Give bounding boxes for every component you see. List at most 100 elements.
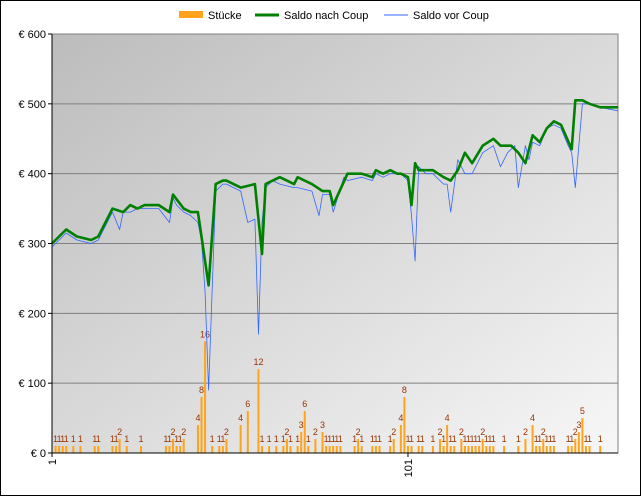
stuecke-bar [125, 446, 128, 453]
stuecke-bar [332, 446, 335, 453]
stuecke-label: 5 [580, 406, 585, 416]
stuecke-bar [275, 446, 278, 453]
stuecke-bar [471, 446, 474, 453]
stuecke-bar [399, 425, 402, 453]
stuecke-bar [588, 446, 591, 453]
stuecke-label: 2 [459, 427, 464, 437]
stuecke-bar [488, 446, 491, 453]
stuecke-label: 4 [238, 413, 243, 423]
stuecke-bar [389, 446, 392, 453]
stuecke-label: 2 [284, 427, 289, 437]
stuecke-label: 1 [416, 434, 421, 444]
series-lines [51, 99, 619, 391]
legend-label: Saldo vor Coup [413, 10, 489, 22]
stuecke-bar [300, 432, 303, 453]
stuecke-bar [261, 446, 264, 453]
y-tick-label: € 300 [18, 239, 46, 251]
stuecke-label: 1 [583, 434, 588, 444]
stuecke-label: 4 [398, 413, 403, 423]
stuecke-label: 1 [281, 434, 286, 444]
stuecke-bar [93, 446, 96, 453]
stuecke-label: 8 [402, 385, 407, 395]
legend-label: Stücke [208, 10, 242, 22]
stuecke-label: 1 [409, 434, 414, 444]
stuecke-bar [503, 446, 506, 453]
stuecke-label: 1 [267, 434, 272, 444]
stuecke-bar [65, 446, 68, 453]
stuecke-label: 1 [470, 434, 475, 444]
y-axis: € 0 € 100 € 200 € 300 € 400 € 500 € 600 [18, 29, 53, 460]
stuecke-bar [417, 446, 420, 453]
stuecke-label: 1 [178, 434, 183, 444]
stuecke-label: 1 [110, 434, 115, 444]
stuecke-bar [481, 439, 484, 453]
stuecke-bar [239, 425, 242, 453]
stuecke-bar [285, 439, 288, 453]
stuecke-label: 2 [541, 427, 546, 437]
stuecke-bar [421, 446, 424, 453]
stuecke-label: 1 [441, 434, 446, 444]
stuecke-label: 1 [96, 434, 101, 444]
x-axis: 1 101 [47, 452, 618, 477]
stuecke-label: 1 [502, 434, 507, 444]
stuecke-bar [431, 446, 434, 453]
stuecke-label: 8 [199, 385, 204, 395]
y-tick-label: € 200 [18, 308, 46, 320]
stuecke-label: 1 [327, 434, 332, 444]
stuecke-label: 1 [370, 434, 375, 444]
x-tick-label: 1 [47, 459, 59, 465]
stuecke-label: 1 [462, 434, 467, 444]
stuecke-label: 2 [356, 427, 361, 437]
stuecke-bar [570, 446, 573, 453]
stuecke-label: 1 [295, 434, 300, 444]
stuecke-bar [204, 341, 207, 453]
stuecke-label: 2 [117, 427, 122, 437]
y-tick-label: € 0 [31, 448, 46, 460]
stuecke-bar [246, 411, 249, 453]
stuecke-label: 1 [174, 434, 179, 444]
stuecke-bar [545, 446, 548, 453]
stuecke-label: 2 [224, 427, 229, 437]
x-tick-label: 101 [403, 459, 415, 477]
y-tick-label: € 100 [18, 378, 46, 390]
stuecke-bar [403, 397, 406, 453]
stuecke-label: 1 [487, 434, 492, 444]
stuecke-bar [378, 446, 381, 453]
stuecke-label: 1 [260, 434, 265, 444]
stuecke-bar [552, 446, 555, 453]
stuecke-bar [406, 446, 409, 453]
stuecke-bar [542, 439, 545, 453]
stuecke-label: 1 [534, 434, 539, 444]
stuecke-label: 1 [138, 434, 143, 444]
stuecke-label: 1 [92, 434, 97, 444]
stuecke-label: 1 [210, 434, 215, 444]
stuecke-bar [175, 446, 178, 453]
y-tick-label: € 600 [18, 29, 46, 41]
stuecke-label: 1 [491, 434, 496, 444]
stuecke-label: 1 [448, 434, 453, 444]
stuecke-label: 1 [57, 434, 62, 444]
stuecke-bar [172, 439, 175, 453]
legend-label: Saldo nach Coup [284, 10, 368, 22]
stuecke-bar [463, 446, 466, 453]
stuecke-label: 4 [530, 413, 535, 423]
stuecke-bar [524, 439, 527, 453]
stuecke-label: 3 [576, 420, 581, 430]
stuecke-bar [535, 446, 538, 453]
stuecke-label: 1 [587, 434, 592, 444]
stuecke-label: 1 [338, 434, 343, 444]
stuecke-bar [282, 446, 285, 453]
stuecke-bar [118, 439, 121, 453]
stuecke-label: 1 [598, 434, 603, 444]
stuecke-label: 1 [405, 434, 410, 444]
stuecke-bar [492, 446, 495, 453]
stuecke-label: 1 [274, 434, 279, 444]
stuecke-label: 2 [438, 427, 443, 437]
stuecke-bar [61, 446, 64, 453]
stuecke-label: 1 [430, 434, 435, 444]
y-tick-label: € 400 [18, 169, 46, 181]
legend: Stücke Saldo nach Coup Saldo vor Coup [179, 10, 489, 22]
stuecke-label: 12 [253, 357, 263, 367]
